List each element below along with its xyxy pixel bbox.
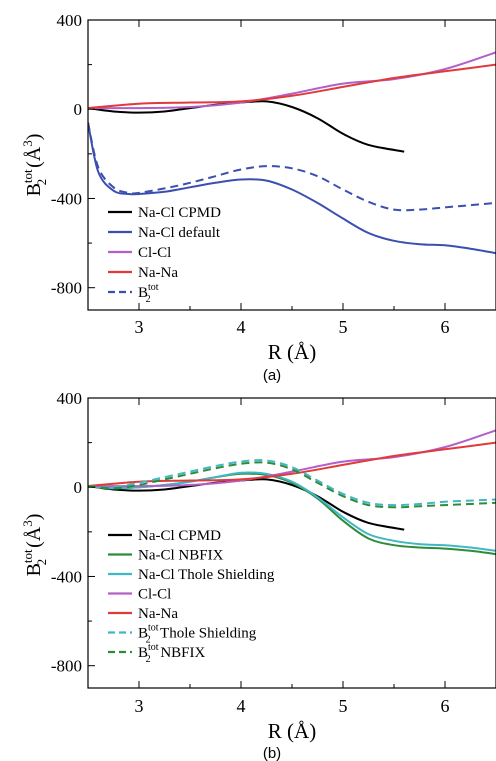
y-tick-label: -800 bbox=[51, 279, 82, 298]
legend-label: Btot 2 NBFIX bbox=[138, 642, 206, 665]
series-line-3 bbox=[88, 51, 496, 110]
panel-b: 3 4 5 6 -800 -400 0 400 R (Å) Btot2 (Å3) (b) Na-Cl … bbox=[20, 389, 496, 761]
x-tick-label: 3 bbox=[135, 696, 144, 716]
series-line-6 bbox=[88, 459, 496, 507]
y-tick-label: 400 bbox=[57, 11, 83, 30]
y-tick-label: 0 bbox=[74, 100, 83, 119]
series-line-4 bbox=[88, 429, 496, 488]
legend-label: Na-Cl CPMD bbox=[138, 205, 221, 221]
series-lines bbox=[88, 51, 496, 255]
legend-label: Na-Cl NBFIX bbox=[138, 548, 224, 564]
series-lines bbox=[88, 429, 496, 556]
legend-label: Na-Cl default bbox=[138, 225, 221, 241]
x-tick-label: 6 bbox=[441, 317, 450, 337]
y-axis-label: Btot2 (Å3) bbox=[20, 134, 49, 197]
x-axis-label: R (Å) bbox=[268, 340, 316, 364]
x-tick-label: 5 bbox=[339, 696, 348, 716]
legend-label: Btot 2 bbox=[138, 282, 159, 305]
series-line-2 bbox=[88, 122, 496, 255]
y-tick-label: -400 bbox=[51, 567, 82, 586]
x-tick-label: 5 bbox=[339, 317, 348, 337]
legend-label: Cl-Cl bbox=[138, 587, 171, 603]
x-tick-label: 4 bbox=[237, 317, 246, 337]
y-tick-label: -800 bbox=[51, 657, 82, 676]
legend-label: Na-Na bbox=[138, 606, 178, 622]
panel-a: 3 4 5 6 -800 -400 0 400 R (Å) Btot2 (Å3) (a) Na-Cl … bbox=[20, 11, 496, 384]
legend-label: Btot 2 Thole Shielding bbox=[138, 623, 257, 646]
panel-label: (a) bbox=[263, 367, 281, 384]
series-line-5 bbox=[88, 122, 496, 212]
x-tick-label: 3 bbox=[135, 317, 144, 337]
legend-label: Na-Cl CPMD bbox=[138, 528, 221, 544]
x-tick-label: 6 bbox=[441, 696, 450, 716]
y-tick-label: 0 bbox=[74, 478, 83, 497]
legend-label: Na-Na bbox=[138, 265, 178, 281]
legend-label: Cl-Cl bbox=[138, 245, 171, 261]
y-axis-label: Btot2 (Å3) bbox=[20, 514, 49, 577]
legend-label: Na-Cl Thole Shielding bbox=[138, 567, 275, 583]
y-tick-label: -400 bbox=[51, 189, 82, 208]
x-axis-label: R (Å) bbox=[268, 719, 316, 743]
y-tick-label: 400 bbox=[57, 389, 83, 408]
panel-label: (b) bbox=[263, 745, 281, 761]
x-tick-label: 4 bbox=[237, 696, 246, 716]
series-line-4 bbox=[88, 63, 496, 110]
legend: Na-Cl CPMD Na-Cl NBFIX Na-Cl Thole Shieldi… bbox=[108, 528, 275, 665]
series-line-7 bbox=[88, 461, 496, 509]
